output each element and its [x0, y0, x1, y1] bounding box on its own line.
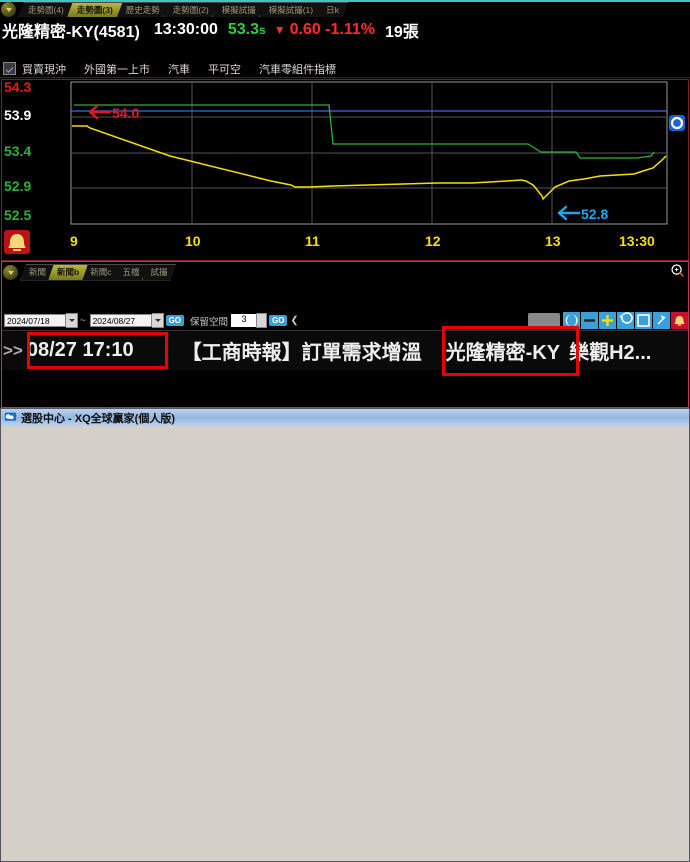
- svg-text:13:30: 13:30: [619, 233, 655, 249]
- svg-text:53.9: 53.9: [4, 107, 31, 123]
- svg-text:54.0: 54.0: [112, 105, 139, 121]
- svg-text:11: 11: [305, 233, 320, 249]
- svg-text:9: 9: [70, 233, 78, 249]
- svg-text:10: 10: [185, 233, 201, 249]
- svg-text:52.9: 52.9: [4, 178, 31, 194]
- svg-text:13: 13: [545, 233, 561, 249]
- svg-text:52.8: 52.8: [581, 206, 608, 222]
- svg-text:54.3: 54.3: [4, 80, 31, 95]
- svg-text:52.5: 52.5: [4, 207, 31, 223]
- svg-text:53.4: 53.4: [4, 143, 31, 159]
- svg-text:12: 12: [425, 233, 441, 249]
